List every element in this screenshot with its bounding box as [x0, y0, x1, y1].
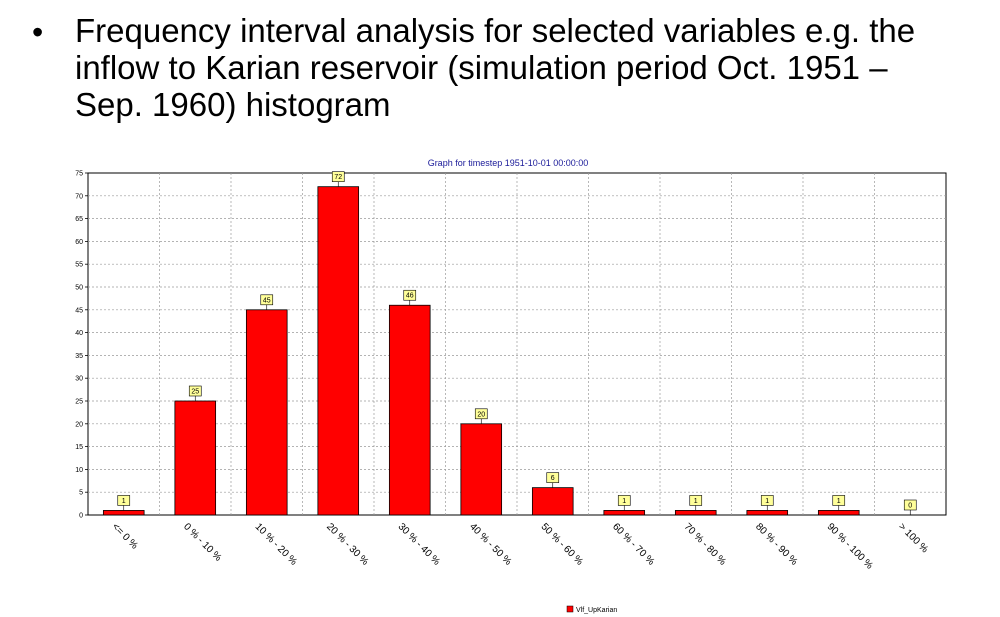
- data-label-box: [546, 472, 560, 483]
- x-category-label: 50 % - 60 %: [539, 521, 585, 567]
- legend: Vlf_UpKarian: [566, 605, 617, 614]
- bar: [317, 186, 360, 516]
- legend-swatch: [566, 605, 574, 613]
- x-category-label: > 100 %: [896, 521, 930, 555]
- data-label-box: [117, 495, 131, 506]
- bar: [388, 304, 431, 516]
- data-label-box: [331, 171, 345, 182]
- data-label: 25: [191, 389, 199, 396]
- y-tick-label: 70: [75, 193, 83, 200]
- data-label-box: [403, 289, 417, 301]
- data-label: 1: [122, 498, 126, 505]
- y-tick-label: 20: [75, 421, 83, 428]
- data-label-box: [260, 294, 274, 306]
- y-tick-label: 10: [75, 467, 83, 474]
- data-label-layer: 1 25 45 72 46 20 6 1 1 1 1 0: [117, 171, 917, 515]
- data-label: 1: [765, 498, 769, 505]
- data-label: 0: [908, 503, 912, 510]
- y-tick-label: 60: [75, 239, 83, 246]
- data-label-box: [617, 495, 631, 506]
- x-category-label: 20 % - 30 %: [324, 521, 370, 567]
- data-label-box: [903, 499, 917, 511]
- bar: [460, 423, 503, 516]
- bar: [102, 510, 145, 516]
- x-axis-categories: <= 0 % 0 % - 10 % 10 % - 20 % 20 % - 30 % 30…: [110, 521, 930, 571]
- y-tick-label: 30: [75, 376, 83, 383]
- x-category-label: 90 % - 100 %: [825, 521, 875, 571]
- x-category-label: 10 % - 20 %: [253, 521, 299, 567]
- y-tick-label: 55: [75, 262, 83, 269]
- x-category-label: 30 % - 40 %: [396, 521, 442, 567]
- y-tick-label: 15: [75, 444, 83, 451]
- bar: [817, 510, 860, 516]
- bar: [245, 309, 288, 516]
- bullet-text: Frequency interval analysis for selected…: [75, 12, 916, 123]
- bullet-point: •: [32, 14, 44, 50]
- data-label-box: [832, 495, 846, 506]
- data-label-box: [188, 385, 202, 397]
- y-tick-label: 35: [75, 353, 83, 360]
- data-label-box: [474, 408, 488, 420]
- bar: [174, 400, 217, 516]
- y-tick-label: 75: [75, 171, 83, 178]
- data-label-box: [689, 495, 703, 506]
- x-category-label: 0 % - 10 %: [181, 521, 223, 563]
- data-label: 46: [406, 293, 414, 300]
- data-label: 45: [263, 297, 271, 304]
- x-category-label: 80 % - 90 %: [753, 521, 799, 567]
- data-label: 1: [694, 498, 698, 505]
- legend-label: Vlf_UpKarian: [576, 607, 617, 614]
- data-label-box: [760, 495, 774, 506]
- x-category-label: 70 % - 80 %: [682, 521, 728, 567]
- y-tick-label: 0: [79, 513, 83, 520]
- grid-layer: [85, 172, 946, 516]
- y-tick-label: 45: [75, 307, 83, 314]
- bar: [531, 487, 574, 516]
- x-category-label: 40 % - 50 %: [467, 521, 513, 567]
- x-category-label: 60 % - 70 %: [610, 521, 656, 567]
- bar-layer: [102, 186, 860, 516]
- y-tick-label: 65: [75, 216, 83, 223]
- y-axis-ticks: 0 5 10 15 20 25 30 35 40 45 50 55 60 65 70 75: [75, 171, 83, 520]
- data-label: 72: [334, 174, 342, 181]
- x-category-label: <= 0 %: [110, 521, 140, 551]
- data-label: 6: [551, 475, 555, 482]
- bar: [603, 510, 646, 516]
- plot-frame: [87, 172, 947, 516]
- y-tick-label: 25: [75, 399, 83, 406]
- chart-title: Graph for timestep 1951-10-01 00:00:00: [428, 158, 589, 168]
- data-label: 20: [477, 411, 485, 418]
- data-label: 1: [622, 498, 626, 505]
- y-tick-label: 40: [75, 330, 83, 337]
- bar: [674, 510, 717, 516]
- data-label: 1: [837, 498, 841, 505]
- y-tick-label: 50: [75, 285, 83, 292]
- bar: [746, 510, 789, 516]
- y-tick-label: 5: [79, 490, 83, 497]
